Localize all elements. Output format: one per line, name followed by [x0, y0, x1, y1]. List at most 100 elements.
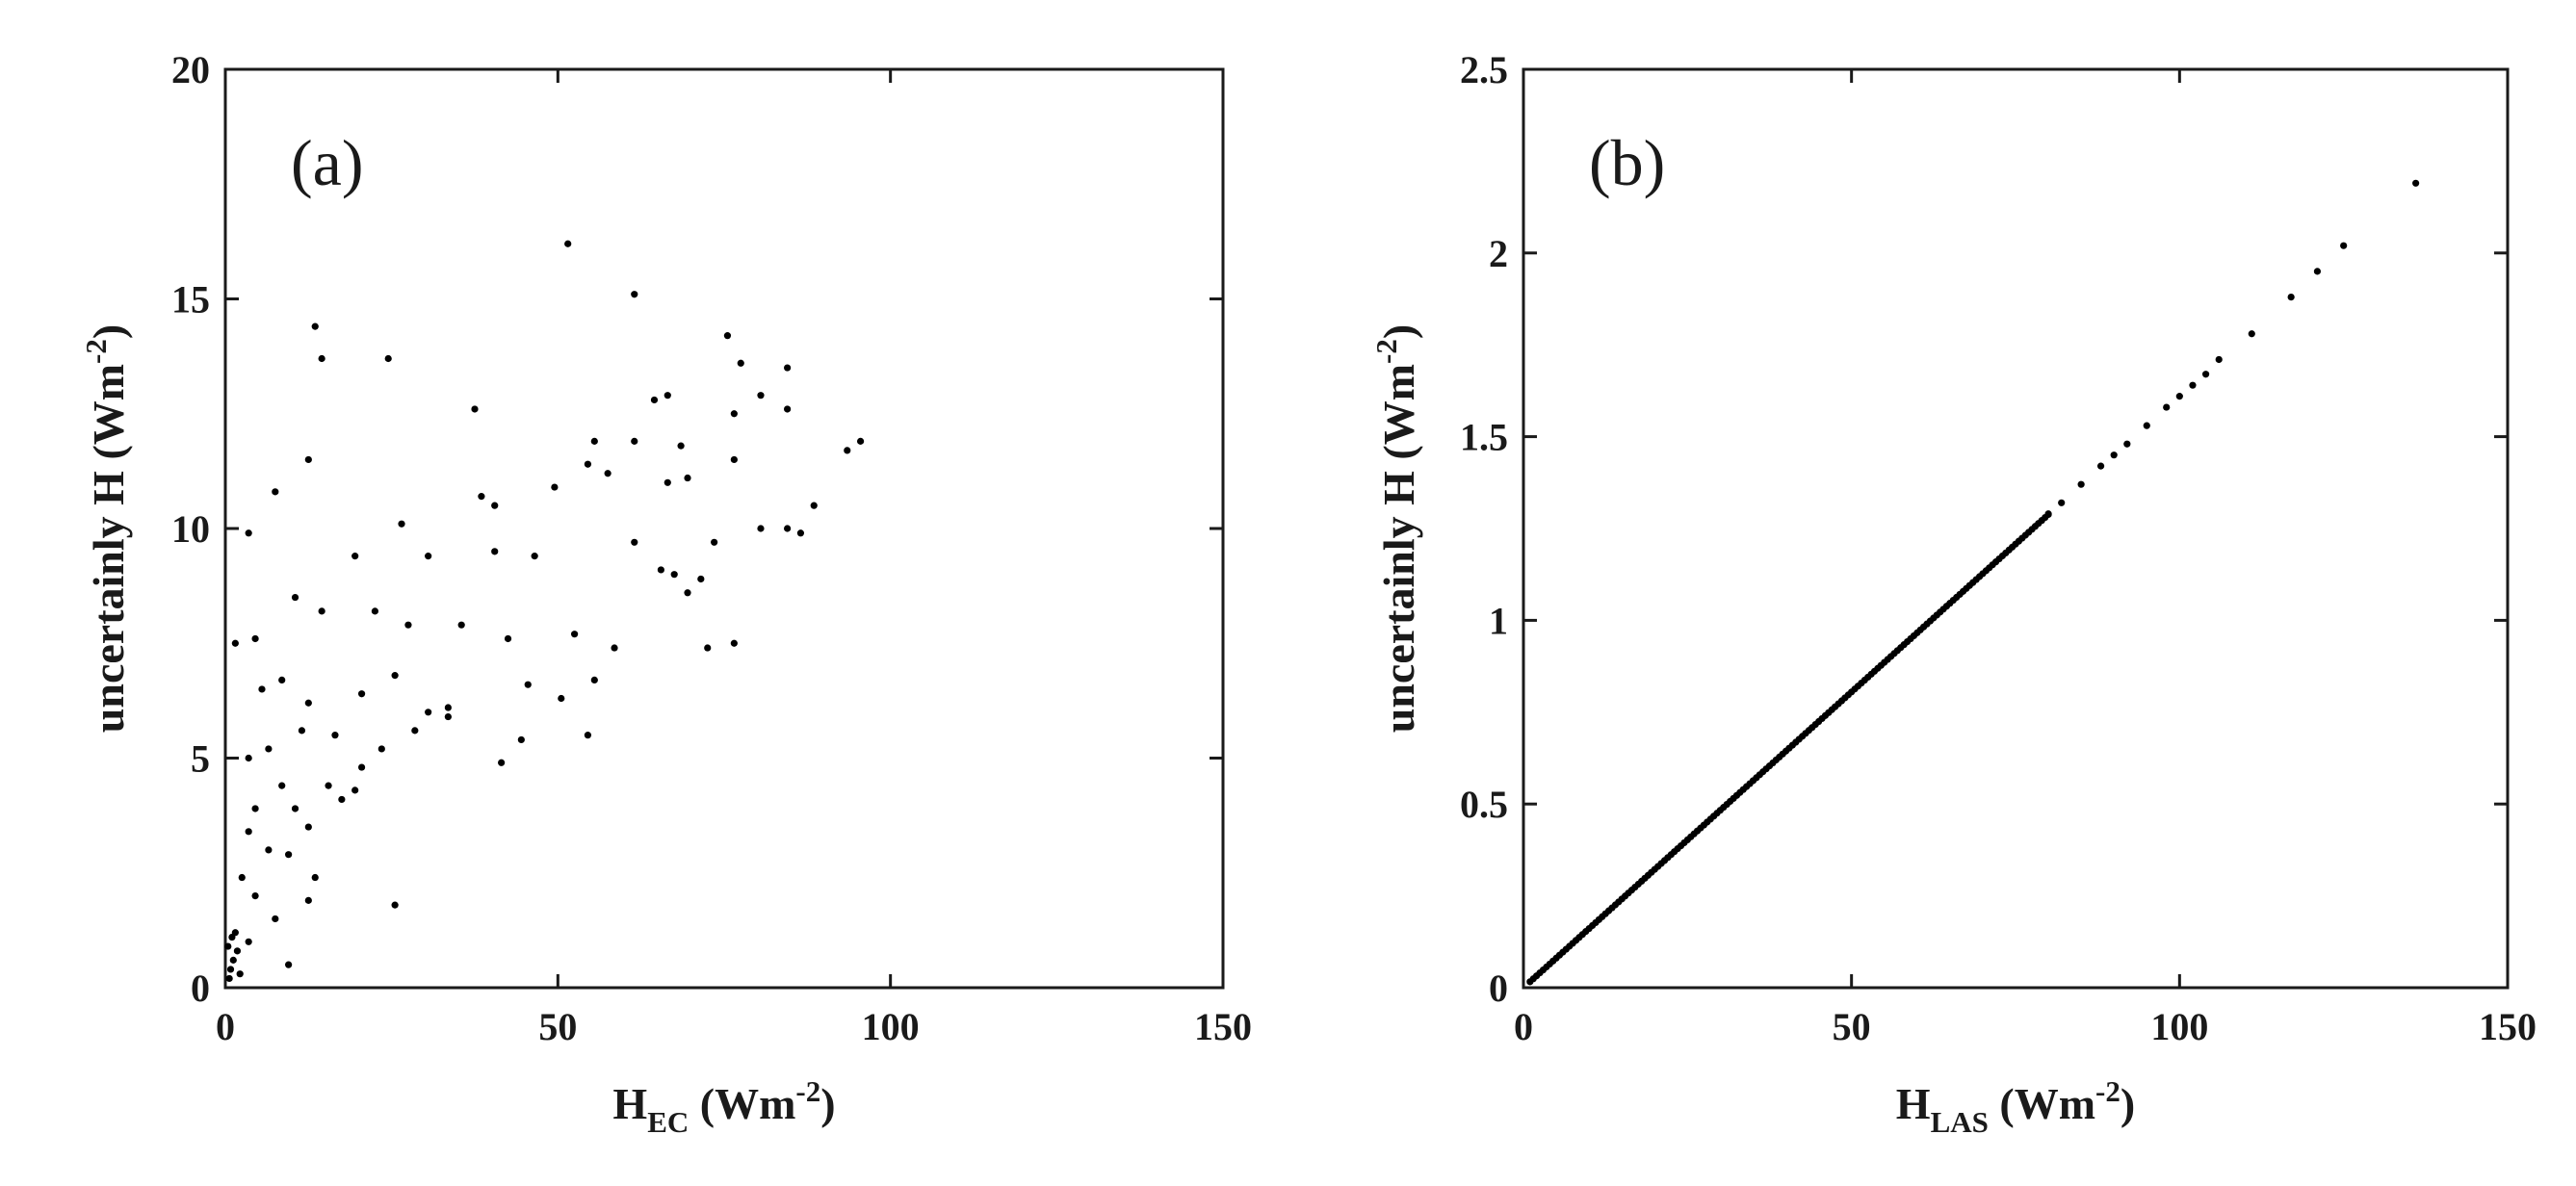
data-series [1526, 179, 2420, 986]
data-point [504, 634, 512, 643]
data-point [2313, 268, 2322, 275]
data-point [844, 447, 851, 454]
data-point [226, 966, 235, 973]
y-tick-label: 15 [171, 278, 210, 322]
data-point [318, 354, 325, 363]
data-point [551, 483, 559, 491]
data-point [2096, 462, 2105, 470]
data-point [231, 639, 239, 647]
data-point [664, 478, 671, 486]
panel-label: (b) [1589, 126, 1665, 199]
data-point [272, 488, 279, 496]
data-point [571, 631, 579, 638]
data-point [457, 621, 465, 629]
x-tick-label: 50 [1833, 1005, 1871, 1048]
data-point [351, 553, 359, 560]
data-point [304, 455, 312, 464]
y-tick-label: 1.5 [1460, 416, 1508, 459]
data-point [784, 405, 792, 413]
data-point [384, 354, 392, 363]
x-tick-label: 0 [1514, 1005, 1533, 1048]
data-point [251, 634, 259, 643]
data-point [2123, 440, 2131, 448]
data-point [2163, 403, 2171, 411]
data-point [471, 405, 479, 413]
data-point [411, 727, 419, 735]
data-point [311, 322, 319, 330]
data-point [584, 732, 592, 739]
data-point [251, 805, 259, 812]
x-axis-label: HEC (Wm-2) [612, 1074, 835, 1139]
data-point [2412, 179, 2420, 187]
data-point [564, 240, 572, 247]
data-point [291, 805, 299, 812]
data-point [784, 364, 792, 372]
data-point [265, 846, 273, 854]
data-point [229, 956, 237, 964]
data-point [285, 961, 293, 968]
data-point [391, 672, 399, 680]
data-point [604, 470, 611, 477]
data-point [304, 896, 312, 904]
data-point [590, 676, 598, 684]
data-point [224, 942, 232, 950]
data-point [524, 681, 532, 688]
data-point [531, 553, 538, 560]
data-point [278, 676, 286, 684]
data-point [245, 828, 252, 836]
data-point [2143, 422, 2150, 429]
data-point [478, 493, 485, 501]
data-point [272, 915, 279, 923]
data-point [2340, 242, 2348, 249]
panel-b: 0 50 100 150 0 0.5 1 1.5 2 2.5 (b) HLAS (Wm-2) uncer… [1369, 48, 2537, 1139]
x-tick-label: 150 [1194, 1005, 1252, 1048]
data-point [251, 892, 259, 900]
data-point [304, 699, 312, 707]
y-axis-label: uncertainly H (Wm-2) [79, 324, 133, 733]
y-tick-label: 1 [1489, 599, 1508, 642]
data-point [730, 410, 738, 418]
data-point [338, 795, 346, 804]
data-point [311, 873, 319, 882]
data-point [684, 474, 691, 482]
data-point [225, 974, 233, 983]
data-point [558, 694, 565, 703]
y-tick-label: 0.5 [1460, 783, 1508, 826]
y-tick-label: 20 [171, 48, 210, 91]
x-tick-label: 100 [862, 1005, 920, 1048]
data-point [684, 589, 691, 597]
y-tick-label: 2.5 [1460, 48, 1508, 91]
data-point [2248, 330, 2255, 338]
data-point [444, 712, 452, 721]
data-point [245, 529, 252, 537]
data-point [278, 782, 286, 789]
data-point [631, 437, 638, 445]
data-point [285, 851, 293, 859]
data-point [2077, 480, 2085, 488]
data-point [757, 392, 765, 400]
data-point [664, 392, 671, 400]
data-point [2058, 499, 2066, 506]
y-tick-label: 0 [191, 967, 210, 1010]
data-point [796, 529, 805, 537]
data-point [398, 520, 405, 528]
data-point [291, 593, 299, 602]
data-point [491, 502, 499, 509]
data-point [491, 548, 499, 555]
data-point [377, 745, 385, 753]
x-tick-label: 50 [538, 1005, 577, 1048]
data-point [856, 437, 865, 445]
data-point [2189, 381, 2197, 389]
data-point [784, 525, 792, 532]
data-point [258, 685, 266, 693]
data-point [650, 396, 659, 404]
data-point [737, 359, 744, 367]
plot-frame [223, 67, 1225, 990]
plot-frame [1522, 67, 2510, 990]
x-tick-label: 150 [2479, 1005, 2537, 1048]
data-point [236, 970, 244, 978]
data-point [425, 553, 432, 560]
panel-label: (a) [291, 126, 363, 199]
data-point [444, 704, 452, 711]
data-point [391, 901, 399, 909]
